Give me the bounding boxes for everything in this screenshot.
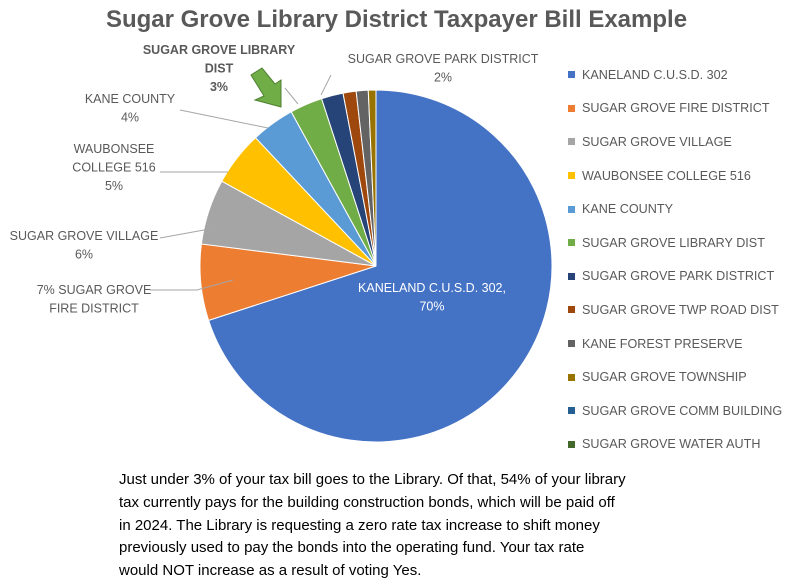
pie-slices [199, 89, 553, 443]
legend-label: KANE COUNTY [582, 202, 673, 217]
legend-label: SUGAR GROVE VILLAGE [582, 134, 732, 149]
legend-item-sugar-grove-park-district: SUGAR GROVE PARK DISTRICT [568, 260, 793, 294]
data-labels: KANELAND C.U.S.D. 302, 70% 7% SUGAR GROVE F… [10, 43, 539, 316]
caption-line: previously used to pay the bonds into th… [119, 539, 585, 557]
legend-item-sugar-grove-village: SUGAR GROVE VILLAGE [568, 125, 793, 159]
legend-label: SUGAR GROVE COMM BUILDING [582, 403, 783, 418]
legend-item-waubonsee-college-516: WAUBONSEE COLLEGE 516 [568, 159, 793, 193]
leader-line [150, 279, 234, 291]
legend-label: WAUBONSEE COLLEGE 516 [582, 168, 751, 183]
legend-item-sugar-grove-library-dist: SUGAR GROVE LIBRARY DIST [568, 226, 793, 260]
leader-lines [150, 74, 332, 291]
legend-swatch [568, 407, 575, 415]
caption-line: would NOT increase as a result of voting… [119, 562, 422, 580]
legend-label: SUGAR GROVE WATER AUTH [582, 437, 761, 452]
leader-line [159, 227, 216, 239]
legend-swatch [568, 138, 575, 146]
legend-label: SUGAR GROVE LIBRARY DIST [582, 235, 765, 250]
legend-item-sugar-grove-water-auth: SUGAR GROVE WATER AUTH [568, 428, 793, 462]
data-label: KANELAND C.U.S.D. 302, 70% [358, 281, 506, 314]
legend-item-sugar-grove-fire-district: SUGAR GROVE FIRE DISTRICT [568, 92, 793, 126]
legend-label: SUGAR GROVE FIRE DISTRICT [582, 101, 770, 116]
legend-swatch [568, 172, 575, 180]
caption-line: Just under 3% of your tax bill goes to t… [119, 471, 626, 488]
chart-legend: KANELAND C.U.S.D. 302 SUGAR GROVE FIRE DI… [568, 58, 793, 461]
leader-line [179, 109, 269, 129]
pie-slice-kaneland-c-u-s-d-302 [207, 89, 553, 443]
legend-swatch [568, 272, 575, 280]
annotation-arrow-icon [250, 67, 282, 108]
data-label: SUGAR GROVE LIBRARY DIST 3% [143, 43, 296, 94]
legend-label: SUGAR GROVE TWP ROAD DIST [582, 302, 779, 317]
legend-item-sugar-grove-comm-building: SUGAR GROVE COMM BUILDING [568, 394, 793, 428]
legend-swatch [568, 205, 575, 213]
legend-item-sugar-grove-township: SUGAR GROVE TOWNSHIP [568, 360, 793, 394]
leader-line [320, 74, 332, 96]
legend-swatch [568, 71, 575, 79]
data-label: SUGAR GROVE PARK DISTRICT 2% [348, 52, 539, 85]
legend-label: SUGAR GROVE TOWNSHIP [582, 370, 747, 385]
legend-item-kaneland-c-u-s-d-302: KANELAND C.U.S.D. 302 [568, 58, 793, 92]
legend-item-kane-county: KANE COUNTY [568, 192, 793, 226]
legend-swatch [568, 306, 575, 314]
legend-swatch [568, 104, 575, 112]
data-label: 7% SUGAR GROVE FIRE DISTRICT [37, 283, 152, 316]
legend-swatch [568, 340, 575, 348]
data-label: SUGAR GROVE VILLAGE 6% [10, 229, 159, 262]
leader-line [284, 87, 299, 105]
data-label: WAUBONSEE COLLEGE 516 5% [72, 142, 155, 193]
data-label: KANE COUNTY 4% [85, 92, 176, 125]
legend-item-sugar-grove-twp-road-dist: SUGAR GROVE TWP ROAD DIST [568, 293, 793, 327]
legend-swatch [568, 373, 575, 381]
legend-label: KANELAND C.U.S.D. 302 [582, 67, 728, 82]
caption-line: in 2024. The Library is requesting a zer… [119, 516, 600, 534]
legend-item-kane-forest-preserve: KANE FOREST PRESERVE [568, 327, 793, 361]
pie-slice-sugar-grove-township [367, 89, 377, 267]
caption-line: tax currently pays for the building cons… [119, 493, 615, 511]
legend-label: KANE FOREST PRESERVE [582, 336, 743, 351]
caption-text: Just under 3% of your tax bill goes to t… [119, 469, 699, 583]
pie-chart: KANELAND C.U.S.D. 302, 70% 7% SUGAR GROVE F… [10, 43, 553, 443]
legend-swatch [568, 239, 575, 247]
legend-label: SUGAR GROVE PARK DISTRICT [582, 269, 775, 284]
legend-swatch [568, 440, 575, 448]
chart-title: Sugar Grove Library District Taxpayer Bi… [105, 6, 688, 33]
